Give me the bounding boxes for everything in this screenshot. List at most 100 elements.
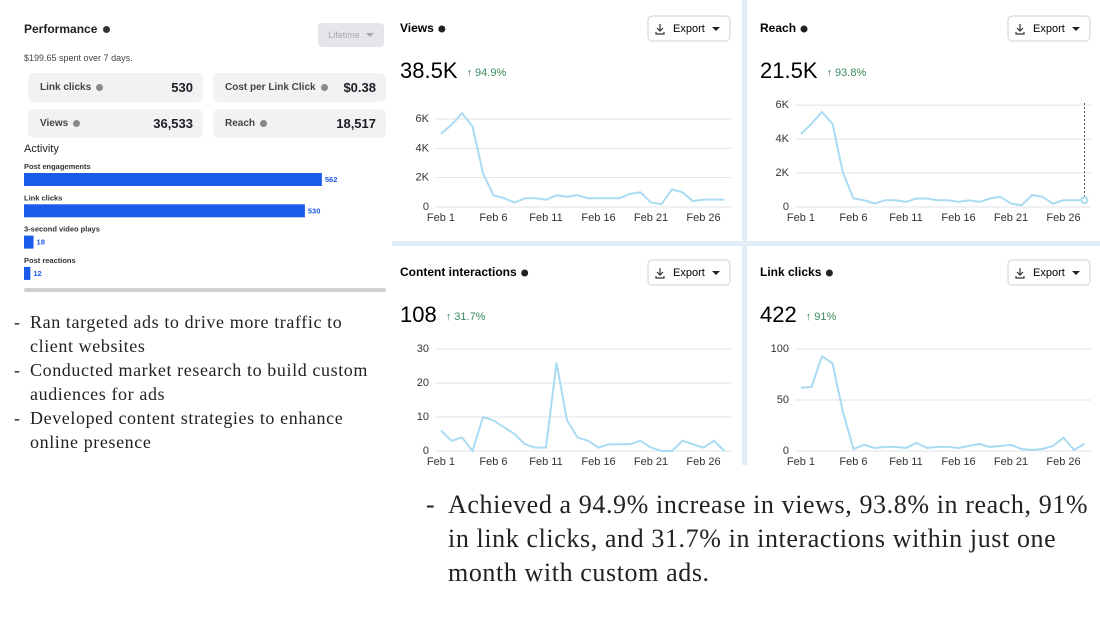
y-tick-label: 30 bbox=[417, 343, 429, 355]
export-button[interactable] bbox=[1007, 259, 1091, 286]
x-tick-label: Feb 26 bbox=[686, 456, 720, 468]
activity-bar bbox=[24, 173, 322, 186]
activity-label: Post engagements bbox=[24, 162, 91, 171]
y-tick-label: 4K bbox=[776, 133, 790, 145]
y-tick-label: 100 bbox=[771, 343, 789, 355]
change: ↑ 91% bbox=[806, 311, 837, 323]
change: ↑ 93.8% bbox=[827, 67, 867, 79]
caret bbox=[712, 271, 720, 275]
x-tick-label: Feb 26 bbox=[686, 212, 720, 224]
x-tick-label: Feb 6 bbox=[839, 212, 867, 224]
x-tick-label: Feb 16 bbox=[581, 212, 615, 224]
change: ↑ 94.9% bbox=[467, 67, 507, 79]
activity-label: 3-second video plays bbox=[24, 225, 100, 234]
x-tick-label: Feb 16 bbox=[941, 212, 975, 224]
metric-label: Link clicks bbox=[40, 82, 104, 93]
metric-box: Views 36,533 bbox=[28, 109, 203, 138]
caret bbox=[1072, 271, 1080, 275]
dropdown-label: Lifetime bbox=[328, 30, 360, 40]
activity-value: 12 bbox=[33, 269, 41, 278]
headline: 38.5K bbox=[400, 58, 458, 83]
note-item: - Developed content strategies to enhance… bbox=[14, 406, 386, 454]
y-tick-label: 6K bbox=[416, 113, 430, 125]
activity-bar bbox=[24, 266, 31, 280]
x-tick-label: Feb 6 bbox=[839, 456, 867, 468]
note-item: - Achieved a 94.9% increase in views, 93.… bbox=[426, 488, 1096, 590]
info-icon bbox=[103, 25, 111, 33]
change: ↑ 31.7% bbox=[446, 311, 486, 323]
activity-bar bbox=[24, 235, 34, 249]
chart-title: Content interactions bbox=[400, 265, 517, 279]
activity-value: 562 bbox=[325, 175, 338, 184]
download-icon bbox=[1015, 268, 1025, 279]
export-button[interactable] bbox=[1007, 15, 1091, 42]
caret bbox=[712, 27, 720, 31]
activity-label: Post reactions bbox=[24, 256, 76, 265]
y-tick-label: 0 bbox=[423, 201, 429, 213]
line bbox=[440, 362, 726, 454]
metric-label-text: Views bbox=[40, 118, 69, 129]
x-tick-label: Feb 26 bbox=[1046, 212, 1080, 224]
export-label: Export bbox=[1033, 267, 1065, 279]
y-tick-label: 50 bbox=[777, 394, 789, 406]
scrollbar bbox=[24, 288, 386, 292]
x-tick-label: Feb 26 bbox=[1046, 456, 1080, 468]
metric-value: $0.38 bbox=[343, 80, 376, 95]
bullet-dash: - bbox=[14, 360, 21, 380]
info-icon bbox=[825, 269, 833, 277]
x-tick-label: Feb 21 bbox=[994, 212, 1028, 224]
metric-value: 530 bbox=[171, 80, 193, 95]
x-tick-label: Feb 11 bbox=[529, 456, 562, 468]
x-tick-label: Feb 11 bbox=[889, 212, 922, 224]
metric-label-text: Reach bbox=[225, 118, 256, 129]
lifetime-dropdown[interactable]: Lifetime bbox=[318, 23, 384, 47]
divider-vertical bbox=[742, 0, 747, 465]
hover-point bbox=[1080, 196, 1089, 205]
note-item: - Conducted market research to build cust… bbox=[14, 358, 386, 406]
metric-box: Link clicks 530 bbox=[28, 73, 203, 102]
download-icon bbox=[655, 24, 665, 35]
line bbox=[800, 354, 1086, 452]
y-tick-label: 2K bbox=[776, 167, 790, 179]
x-tick-label: Feb 6 bbox=[479, 212, 507, 224]
export-button[interactable] bbox=[647, 259, 731, 286]
chart-title: Link clicks bbox=[760, 265, 822, 279]
caret bbox=[1072, 27, 1080, 31]
info-icon bbox=[73, 120, 81, 127]
y-tick-label: 10 bbox=[417, 411, 429, 423]
divider-horizontal bbox=[392, 241, 1100, 246]
activity-title: Activity bbox=[24, 143, 59, 155]
note-text: Developed content strategies to enhance … bbox=[30, 408, 344, 452]
y-tick-label: 4K bbox=[416, 142, 430, 154]
note-text: Achieved a 94.9% increase in views, 93.8… bbox=[448, 490, 1089, 587]
note-text: Ran targeted ads to drive more traffic t… bbox=[30, 312, 343, 356]
export-label: Export bbox=[673, 267, 705, 279]
info-icon bbox=[521, 269, 529, 277]
x-tick-label: Feb 21 bbox=[634, 456, 668, 468]
y-tick-label: 0 bbox=[783, 201, 789, 213]
notes-left: - Ran targeted ads to drive more traffic … bbox=[14, 310, 386, 454]
performance-title: Performance bbox=[24, 22, 111, 36]
export-button[interactable] bbox=[647, 15, 731, 42]
note-item: - Ran targeted ads to drive more traffic … bbox=[14, 310, 386, 358]
line bbox=[440, 111, 725, 206]
notes-right: - Achieved a 94.9% increase in views, 93.… bbox=[426, 488, 1096, 590]
export-label: Export bbox=[673, 23, 705, 35]
metric-box: Cost per Link Click $0.38 bbox=[213, 73, 386, 102]
x-tick-label: Feb 11 bbox=[529, 212, 562, 224]
y-tick-label: 0 bbox=[783, 445, 789, 457]
activity-value: 18 bbox=[37, 238, 45, 247]
bullet-dash: - bbox=[426, 490, 436, 519]
info-icon bbox=[260, 120, 268, 127]
export-label: Export bbox=[1033, 23, 1065, 35]
metric-label: Reach bbox=[225, 118, 268, 129]
info-icon bbox=[800, 25, 808, 33]
chart-title: Views bbox=[400, 21, 434, 35]
chart-title: Reach bbox=[760, 21, 796, 35]
y-tick-label: 0 bbox=[423, 445, 429, 457]
x-tick-label: Feb 1 bbox=[427, 456, 455, 468]
x-tick-label: Feb 11 bbox=[889, 456, 922, 468]
download-icon bbox=[1015, 24, 1025, 35]
x-tick-label: Feb 21 bbox=[634, 212, 668, 224]
